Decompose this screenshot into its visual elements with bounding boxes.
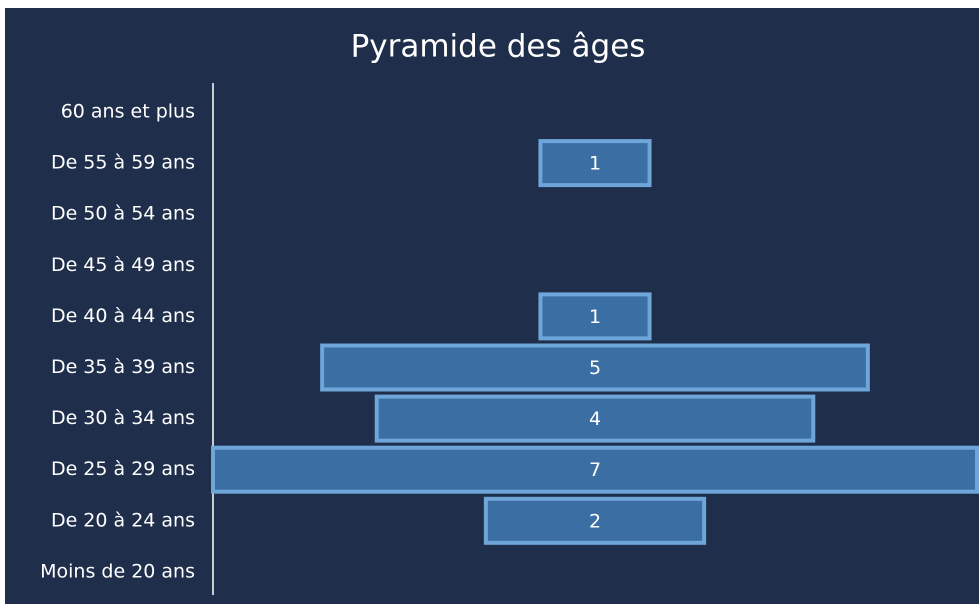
bar	[538, 292, 652, 341]
category-label: De 40 à 44 ans	[51, 305, 195, 327]
category-label: 60 ans et plus	[61, 101, 195, 123]
category-label: De 25 à 29 ans	[51, 458, 195, 480]
value-label: 5	[589, 357, 601, 379]
category-label: Moins de 20 ans	[40, 560, 195, 582]
category-label: De 55 à 59 ans	[51, 152, 195, 174]
category-label: De 20 à 24 ans	[51, 509, 195, 531]
value-label: 7	[589, 459, 601, 481]
value-label: 1	[589, 153, 601, 175]
category-label: De 35 à 39 ans	[51, 356, 195, 378]
category-label: De 50 à 54 ans	[51, 203, 195, 225]
category-label: De 45 à 49 ans	[51, 254, 195, 276]
chart-title: Pyramide des âges	[351, 29, 646, 65]
bar	[211, 445, 979, 494]
bar	[374, 394, 816, 443]
value-label: 1	[589, 306, 601, 328]
bar	[483, 496, 707, 545]
bar	[320, 343, 870, 392]
category-label: De 30 à 34 ans	[51, 407, 195, 429]
value-label: 2	[589, 510, 601, 532]
bar	[538, 139, 652, 188]
value-label: 4	[589, 408, 601, 430]
